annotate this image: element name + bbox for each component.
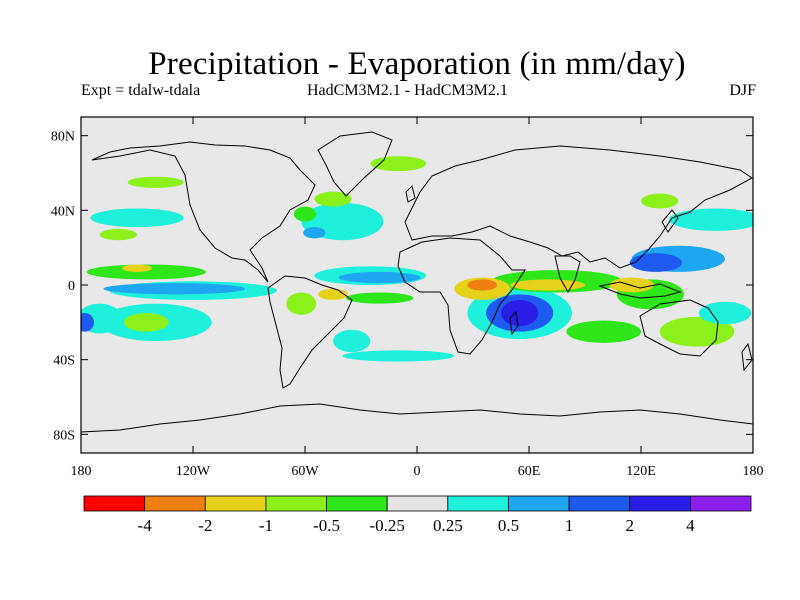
coastline-japan (661, 209, 679, 233)
coastline-africa (397, 237, 526, 355)
x-axis: 180 120W 60W 0 60E 120E 180 (71, 117, 764, 479)
colorbar: -4 -2 -1 -0.5 -0.25 0.25 0.5 1 2 4 (83, 495, 752, 535)
x-tick-label: 120E (626, 464, 656, 479)
x-tick-label: 60W (291, 464, 319, 479)
y-tick-label: 40S (53, 354, 75, 369)
colorbar-label: 0.5 (498, 516, 519, 535)
anomaly-layer (81, 156, 753, 362)
anomaly-north-atlantic-blue (303, 227, 326, 239)
coastline-eurasia (404, 145, 753, 269)
colorbar-swatch (326, 495, 388, 512)
colorbar-label: 4 (686, 516, 695, 535)
anomaly-north-pacific-green (99, 229, 137, 241)
colorbar-swatch (83, 495, 146, 512)
coastline-madagascar (509, 310, 519, 336)
anomaly-atlantic-itcz-blue (338, 271, 421, 284)
anomaly-australia-cyan (698, 301, 752, 325)
coastline-uk (405, 185, 416, 203)
coastline-north-america (91, 141, 316, 283)
colorbar-swatch (265, 495, 327, 512)
coastline-south-america (267, 275, 353, 389)
colorbar-label: -0.5 (313, 516, 340, 535)
season-label: DJF (729, 82, 756, 99)
x-tick-label: 120W (176, 464, 211, 479)
anomaly-itcz-pacific-green (86, 264, 207, 280)
anomaly-atlantic-south-green (346, 292, 414, 304)
coastline-india (554, 255, 581, 293)
x-tick-label: 180 (71, 464, 92, 479)
model-label: HadCM3M2.1 - HadCM3M2.1 (307, 82, 508, 99)
anomaly-indian-ocean-yellow (510, 279, 585, 291)
anomaly-eq-pacific-blue-band (103, 283, 246, 295)
colorbar-label: -1 (259, 516, 273, 535)
colorbar-label: 2 (625, 516, 634, 535)
anomaly-north-pacific-cyan (90, 208, 184, 228)
colorbar-swatch (144, 495, 206, 512)
anomaly-africa-orange (467, 279, 498, 291)
anomaly-south-atlantic-cyan (333, 329, 371, 353)
anomaly-north-west-pacific-cyan (669, 208, 753, 231)
anomaly-southern-ocean-cyan (342, 350, 455, 362)
colorbar-label: -4 (138, 516, 153, 535)
colorbar-label: 1 (565, 516, 574, 535)
coastline-greenland (317, 131, 393, 197)
colorbar-swatch (568, 495, 631, 512)
coastline-antarctica (81, 403, 753, 433)
colorbar-swatch (689, 495, 752, 512)
x-tick-label: 0 (414, 464, 421, 479)
colorbar-label: -0.25 (369, 516, 404, 535)
y-tick-label: 0 (68, 279, 75, 294)
anomaly-itcz-pacific-yellow (122, 264, 152, 272)
colorbar-label: 0.25 (433, 516, 463, 535)
anomaly-madagascar-navy (501, 299, 539, 327)
colorbar-swatch (447, 495, 509, 512)
y-axis: 80N 40N 0 40S 80S (51, 130, 753, 443)
coastline-australia (639, 299, 719, 357)
x-tick-label: 180 (743, 464, 764, 479)
y-tick-label: 80S (53, 428, 75, 443)
anomaly-north-atlantic-green (293, 206, 317, 222)
anomaly-gulf-stream-green (314, 191, 352, 207)
coastlines (81, 131, 753, 433)
colorbar-swatch (629, 495, 691, 512)
colorbar-swatch (204, 495, 267, 512)
colorbar-swatch (508, 495, 570, 512)
plot-title: Precipitation - Evaporation (in mm/day) (148, 46, 686, 82)
anomaly-west-south-pacific-blue (81, 313, 95, 332)
anomaly-west-pacific-blue (629, 253, 683, 272)
y-tick-label: 40N (51, 204, 75, 219)
anomaly-south-america-green (286, 292, 317, 315)
x-tick-label: 60E (518, 464, 541, 479)
coastline-indonesia (598, 281, 682, 299)
colorbar-label: -2 (198, 516, 212, 535)
experiment-label: Expt = tdalw-tdala (81, 82, 201, 99)
anomaly-south-pacific-green (123, 313, 169, 332)
anomaly-alaska-green (127, 176, 184, 188)
y-tick-label: 80N (51, 130, 75, 145)
anomaly-arctic-green (370, 156, 427, 172)
colorbar-swatch (386, 495, 449, 512)
anomaly-south-indian-green (566, 320, 642, 343)
anomaly-east-asia-green (641, 193, 679, 209)
